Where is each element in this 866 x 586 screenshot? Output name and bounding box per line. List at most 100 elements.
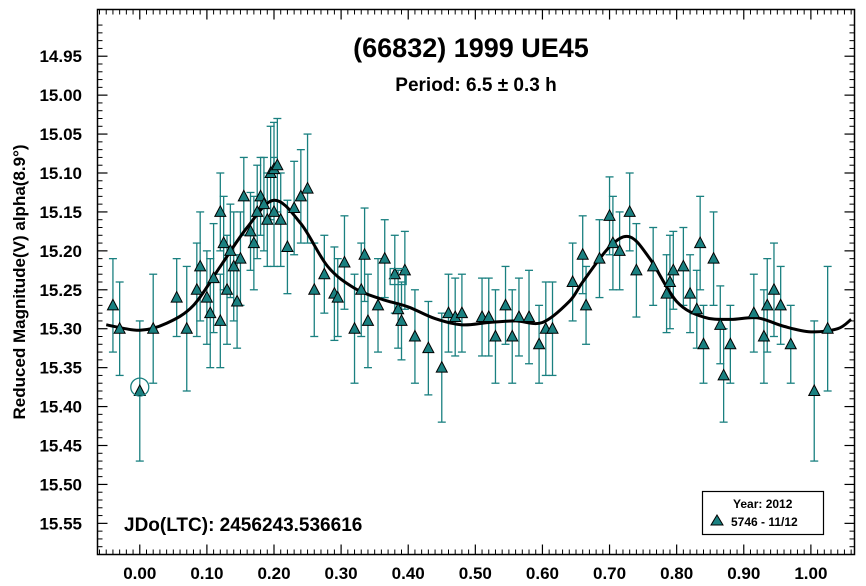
data-point: [499, 298, 512, 311]
data-point: [301, 181, 314, 194]
data-point: [220, 282, 234, 295]
data-point: [442, 306, 455, 319]
data-point: [250, 204, 264, 217]
y-tick-label: 15.30: [39, 320, 82, 339]
data-point: [660, 286, 673, 299]
x-tick-label: 0.50: [459, 564, 492, 583]
y-tick-label: 15.35: [39, 359, 82, 378]
legend: Year: 2012 5746 - 11/12: [701, 490, 825, 536]
data-point: [613, 243, 626, 256]
data-point: [234, 251, 247, 264]
y-tick-label: 15.00: [39, 86, 82, 105]
data-point: [546, 321, 559, 334]
data-point: [113, 321, 126, 334]
data-point: [784, 337, 798, 350]
x-tick-label: 0.20: [257, 564, 290, 583]
data-point: [455, 306, 469, 319]
data-point: [697, 337, 710, 350]
data-point: [774, 298, 788, 311]
data-point: [271, 158, 284, 171]
data-point: [760, 298, 774, 311]
data-point: [489, 329, 502, 342]
y-tick-label: 15.05: [39, 125, 82, 144]
data-point: [354, 282, 368, 295]
data-point: [361, 313, 375, 326]
legend-box: [701, 490, 825, 536]
chart-subtitle: Period: 6.5 ± 0.3 h: [395, 75, 556, 96]
data-point: [294, 189, 308, 202]
x-tick-label: 0.10: [190, 564, 223, 583]
data-point: [180, 321, 194, 334]
data-point: [593, 251, 606, 264]
data-point: [623, 204, 637, 217]
y-tick-label: 15.15: [39, 203, 82, 222]
data-point: [767, 282, 781, 295]
data-point: [260, 212, 274, 225]
data-point: [707, 251, 720, 264]
data-point: [203, 306, 217, 319]
data-point: [318, 267, 331, 280]
x-tick-label: 0.80: [660, 564, 693, 583]
y-tick-label: 15.25: [39, 281, 82, 300]
y-tick-label: 15.20: [39, 242, 82, 261]
data-point: [247, 235, 261, 249]
data-point: [190, 282, 204, 295]
data-point: [717, 368, 730, 381]
data-point: [281, 239, 294, 252]
data-point: [532, 337, 546, 350]
highlight-circle: [130, 377, 150, 397]
data-point: [663, 274, 677, 287]
legend-header: Year: 2012: [733, 497, 793, 511]
y-tick-label: 15.50: [39, 475, 82, 494]
data-point: [666, 263, 680, 276]
x-tick-label: 0.60: [526, 564, 559, 583]
x-tick-label: 0.70: [593, 564, 626, 583]
data-point: [603, 208, 616, 221]
y-tick-label: 15.45: [39, 437, 82, 456]
data-point: [307, 282, 321, 295]
data-point: [747, 306, 761, 319]
data-point: [331, 290, 345, 303]
data-point: [683, 286, 697, 299]
data-point: [512, 309, 526, 323]
data-point: [217, 235, 230, 249]
data-point: [224, 243, 237, 256]
data-point: [522, 309, 536, 323]
x-tick-labels: 0.00 0.10 0.20 0.30 0.40 0.50 0.60 0.70 0.80 0.90…: [123, 564, 827, 583]
data-point: [388, 267, 402, 280]
data-point: [690, 302, 704, 315]
data-point: [146, 321, 160, 334]
data-point: [391, 302, 405, 315]
x-tick-label: 0.30: [325, 564, 358, 583]
data-point: [713, 317, 727, 330]
data-point: [482, 309, 496, 323]
y-tick-label: 15.40: [39, 398, 82, 417]
data-point: [630, 263, 643, 276]
data-point: [230, 294, 244, 307]
data-point: [435, 360, 449, 373]
data-point: [267, 204, 281, 217]
legend-entry: 5746 - 11/12: [731, 515, 798, 529]
data-point: [821, 321, 834, 334]
chart-title: (66832) 1999 UE45: [353, 33, 589, 63]
data-point: [566, 274, 579, 287]
highlight-square: [389, 267, 407, 286]
y-tick-labels: 14.95 15.00 15.05 15.10 15.15 15.20 15.25 15.30…: [39, 47, 82, 533]
jdo-annotation: JDo(LTC): 2456243.536616: [124, 515, 362, 536]
data-point: [227, 259, 241, 272]
data-point: [677, 259, 690, 272]
x-tick-label: 0.90: [727, 564, 760, 583]
data-point: [170, 290, 184, 303]
data-point: [200, 290, 214, 303]
data-point: [287, 200, 301, 214]
data-point: [371, 298, 385, 311]
data-point: [395, 313, 408, 326]
data-point: [338, 255, 351, 268]
data-point: [576, 247, 590, 260]
data-point: [213, 204, 227, 217]
data-point: [606, 235, 620, 249]
data-point: [579, 298, 593, 311]
highlight-markers: [130, 267, 407, 397]
data-point: [398, 263, 412, 276]
